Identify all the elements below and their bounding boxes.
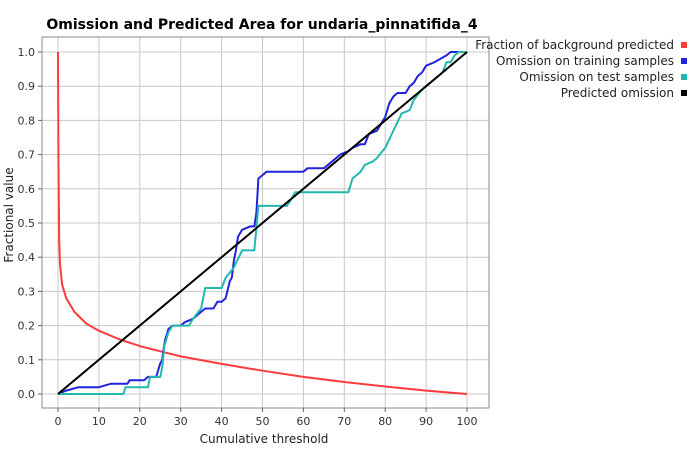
legend: Fraction of background predicted Omission… [475, 38, 687, 100]
training-omission-line [57, 51, 467, 395]
x-tick-label: 100 [457, 415, 478, 428]
legend-item-background: Fraction of background predicted [475, 38, 687, 52]
legend-swatch [681, 90, 687, 96]
background-predicted-line [57, 51, 468, 395]
x-tick-label: 10 [92, 415, 106, 428]
x-tick-label: 0 [55, 415, 62, 428]
y-axis-label: Fractional value [2, 167, 16, 262]
legend-swatch [681, 58, 687, 64]
legend-swatch [681, 74, 687, 80]
y-tick-label: 0.7 [18, 149, 36, 162]
y-tick-label: 0.5 [18, 217, 36, 230]
x-tick-label: 80 [378, 415, 392, 428]
y-tick-label: 0.0 [18, 388, 36, 401]
y-tick-label: 0.1 [18, 354, 36, 367]
legend-label: Omission on test samples [519, 70, 674, 84]
predicted-omission-line [57, 51, 468, 395]
x-tick-label: 60 [296, 415, 310, 428]
chart-title: Omission and Predicted Area for undaria_… [46, 17, 478, 33]
x-tick-label: 20 [133, 415, 147, 428]
x-tick-label: 70 [337, 415, 351, 428]
legend-label: Omission on training samples [496, 54, 674, 68]
legend-swatch [681, 42, 687, 48]
legend-label: Fraction of background predicted [475, 38, 674, 52]
x-axis-label: Cumulative threshold [200, 432, 329, 446]
x-tick-label: 40 [215, 415, 229, 428]
legend-label: Predicted omission [561, 86, 674, 100]
x-tick-label: 50 [256, 415, 270, 428]
axes: 0 10 20 30 40 50 60 70 80 90 100 0.0 0.1 0.2 0.3 0.4 0.5… [18, 46, 478, 428]
y-tick-label: 0.4 [18, 251, 36, 264]
y-tick-label: 1.0 [18, 46, 36, 59]
x-tick-label: 30 [174, 415, 188, 428]
y-tick-label: 0.8 [18, 114, 36, 127]
legend-item-training: Omission on training samples [496, 54, 687, 68]
series-lines [57, 51, 468, 395]
x-tick-label: 90 [419, 415, 433, 428]
legend-item-predicted: Predicted omission [561, 86, 687, 100]
y-tick-label: 0.6 [18, 183, 36, 196]
y-tick-label: 0.2 [18, 320, 36, 333]
legend-item-test: Omission on test samples [519, 70, 687, 84]
y-tick-label: 0.3 [18, 285, 36, 298]
y-tick-label: 0.9 [18, 80, 36, 93]
